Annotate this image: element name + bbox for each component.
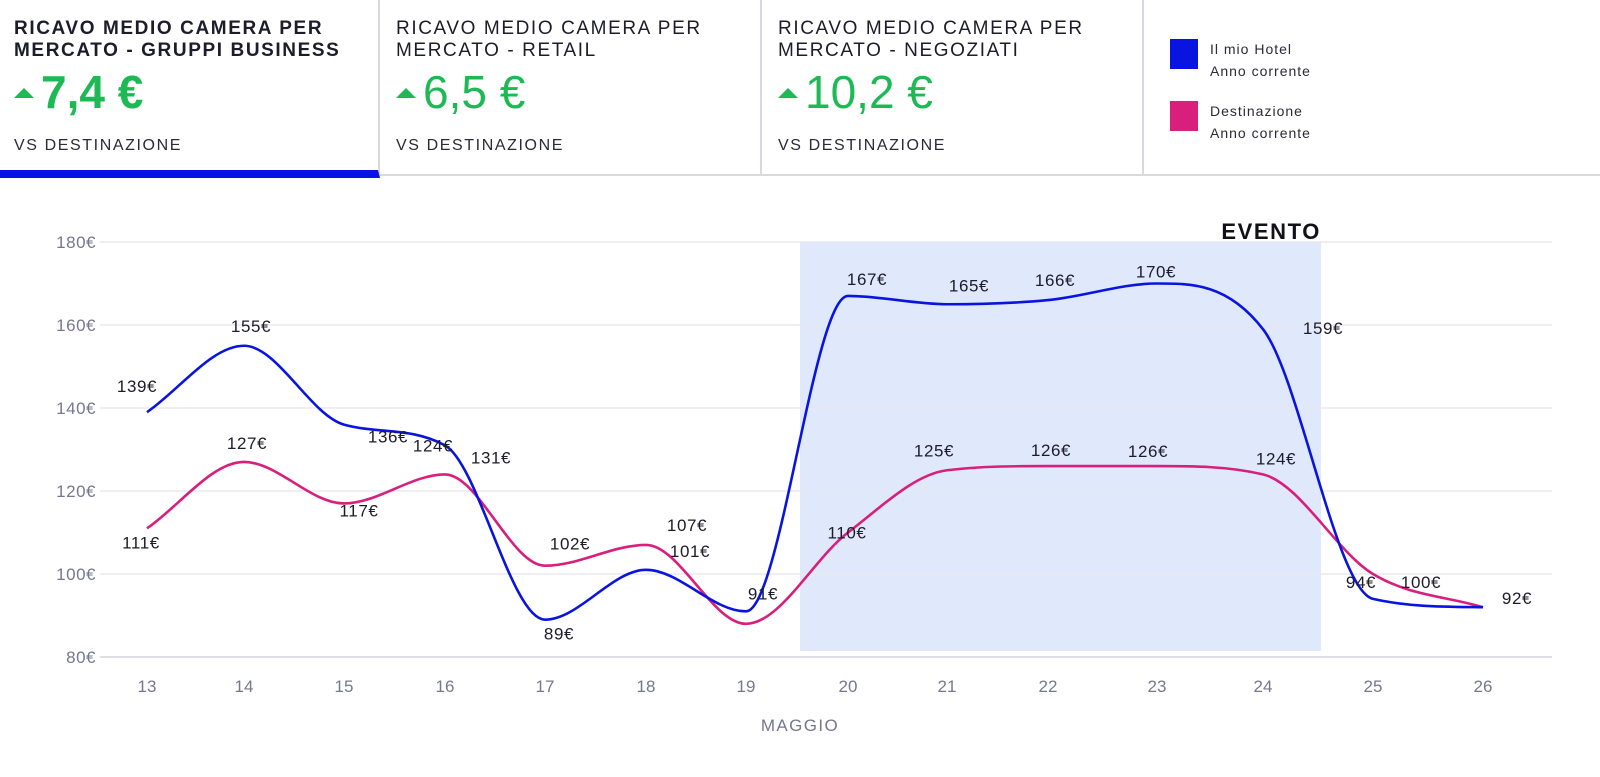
kpi-value: 7,4 € <box>14 66 143 118</box>
line-chart: EVENTO 80€ 100€ 120€ 140€ 160€ 180€ 13 14 15 16 17 1… <box>56 219 1552 735</box>
data-label: 159€ <box>1303 319 1343 338</box>
data-label: 125€ <box>914 441 954 460</box>
data-label: 165€ <box>949 276 989 295</box>
kpi-title: RICAVO MEDIO CAMERA PER MERCATO - GRUPPI… <box>14 18 341 61</box>
data-label: 92€ <box>1502 589 1532 608</box>
x-tick-label: 22 <box>1039 677 1058 696</box>
data-label: 139€ <box>117 377 157 396</box>
x-tick-label: 21 <box>938 677 957 696</box>
x-tick-label: 19 <box>737 677 756 696</box>
x-tick-label: 26 <box>1474 677 1493 696</box>
kpi-value: 10,2 € <box>778 66 933 118</box>
data-label: 91€ <box>748 584 778 603</box>
x-tick-label: 17 <box>536 677 555 696</box>
x-tick-label: 24 <box>1254 677 1273 696</box>
legend-item-hotel[interactable]: Il mio Hotel Anno corrente <box>1170 38 1311 82</box>
data-label: 117€ <box>340 501 379 520</box>
series-line-destinazione <box>146 460 1484 626</box>
series-line-hotel <box>146 282 1484 621</box>
legend-swatch <box>1170 101 1198 131</box>
y-tick-label: 80€ <box>66 648 96 667</box>
x-tick-label: 16 <box>436 677 455 696</box>
trend-up-icon <box>778 88 798 98</box>
data-label: 136€ <box>368 428 408 447</box>
x-tick-label: 23 <box>1148 677 1167 696</box>
data-label: 126€ <box>1128 442 1168 461</box>
kpi-title: RICAVO MEDIO CAMERA PER MERCATO - RETAIL <box>396 18 702 61</box>
kpi-subtitle: VS DESTINAZIONE <box>396 137 565 154</box>
x-tick-label: 15 <box>335 677 354 696</box>
kpi-subtitle: VS DESTINAZIONE <box>14 137 183 154</box>
trend-up-icon <box>14 88 34 98</box>
kpi-value-text: 7,4 € <box>41 66 144 118</box>
data-label: 166€ <box>1035 271 1075 290</box>
legend-swatch <box>1170 39 1198 69</box>
x-tick-label: 25 <box>1364 677 1383 696</box>
data-label: 127€ <box>227 434 267 453</box>
y-tick-label: 160€ <box>56 316 96 335</box>
x-tick-label: 13 <box>138 677 157 696</box>
kpi-value: 6,5 € <box>396 66 525 118</box>
kpi-card-gruppi-business[interactable]: RICAVO MEDIO CAMERA PER MERCATO - GRUPPI… <box>0 0 380 178</box>
data-label: 170€ <box>1136 263 1176 282</box>
data-label: 126€ <box>1031 441 1071 460</box>
legend-label: Il mio Hotel Anno corrente <box>1210 41 1311 79</box>
y-tick-label: 180€ <box>56 233 96 252</box>
data-label: 89€ <box>544 625 574 644</box>
data-label: 100€ <box>1401 573 1441 592</box>
data-label: 124€ <box>413 436 453 455</box>
y-tick-label: 100€ <box>56 565 96 584</box>
data-label: 94€ <box>1346 573 1376 592</box>
data-label: 107€ <box>667 516 707 535</box>
event-label: EVENTO <box>1221 219 1321 244</box>
data-label: 167€ <box>847 270 887 289</box>
kpi-bar: RICAVO MEDIO CAMERA PER MERCATO - GRUPPI… <box>0 0 1600 178</box>
kpi-card-negoziati[interactable]: RICAVO MEDIO CAMERA PER MERCATO - NEGOZI… <box>762 0 1144 174</box>
kpi-card-retail[interactable]: RICAVO MEDIO CAMERA PER MERCATO - RETAIL… <box>380 0 762 174</box>
kpi-title: RICAVO MEDIO CAMERA PER MERCATO - NEGOZI… <box>778 18 1084 61</box>
x-tick-label: 18 <box>637 677 656 696</box>
legend-item-destinazione[interactable]: Destinazione Anno corrente <box>1170 100 1311 144</box>
x-tick-label: 14 <box>235 677 254 696</box>
trend-up-icon <box>396 88 416 98</box>
event-band <box>800 242 1321 651</box>
kpi-subtitle: VS DESTINAZIONE <box>778 137 947 154</box>
x-axis-label: MAGGIO <box>761 716 839 735</box>
data-label: 110€ <box>828 524 867 543</box>
legend-label: Destinazione Anno corrente <box>1210 103 1311 141</box>
kpi-value-text: 10,2 € <box>805 66 933 118</box>
kpi-value-text: 6,5 € <box>423 66 526 118</box>
data-label: 111€ <box>122 533 160 552</box>
data-label: 155€ <box>231 317 271 336</box>
chart-legend: Il mio Hotel Anno corrente Destinazione … <box>1142 0 1600 174</box>
data-label: 102€ <box>550 535 590 554</box>
data-label: 101€ <box>670 542 710 561</box>
data-label: 124€ <box>1256 449 1296 468</box>
y-tick-label: 120€ <box>56 482 96 501</box>
y-tick-label: 140€ <box>56 399 96 418</box>
x-tick-label: 20 <box>839 677 858 696</box>
data-label: 131€ <box>471 448 511 467</box>
